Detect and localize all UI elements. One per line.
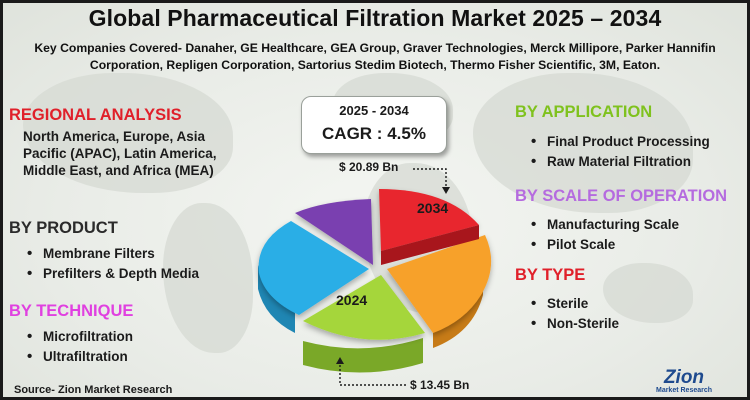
- list-item: Membrane Filters: [23, 244, 199, 264]
- value-2034: $ 20.89 Bn: [339, 160, 399, 174]
- pie-label-2034: 2034: [417, 200, 449, 216]
- list-item: Manufacturing Scale: [527, 215, 679, 235]
- by-application-list: Final Product Processing Raw Material Fi…: [527, 132, 710, 172]
- by-application-heading: BY APPLICATION: [515, 103, 653, 121]
- map-background-north-america: [23, 73, 233, 193]
- pie-slice-blue: [258, 221, 369, 315]
- by-type-list: Sterile Non-Sterile: [527, 294, 619, 334]
- callout-arrow-2024: [336, 357, 344, 364]
- logo-main-text: Zion: [663, 367, 705, 388]
- zion-logo: Zion Market Research: [654, 367, 714, 395]
- market-pie-chart: [258, 168, 492, 386]
- page-title: Global Pharmaceutical Filtration Market …: [88, 5, 662, 31]
- callout-line-2034: [413, 168, 447, 189]
- list-item: Microfiltration: [23, 327, 133, 347]
- list-item: Non-Sterile: [527, 314, 619, 334]
- by-scale-list: Manufacturing Scale Pilot Scale: [527, 215, 679, 255]
- pie-slice-red: [379, 189, 479, 251]
- pie-slice-purple: [295, 199, 373, 265]
- list-item: Raw Material Filtration: [527, 152, 710, 172]
- by-type-heading: BY TYPE: [515, 266, 586, 284]
- regional-analysis-heading: REGIONAL ANALYSIS: [9, 106, 182, 124]
- list-item: Sterile: [527, 294, 619, 314]
- value-2024: $ 13.45 Bn: [410, 378, 470, 392]
- by-product-heading: BY PRODUCT: [9, 219, 118, 237]
- key-companies-text: Key Companies Covered- Danaher, GE Healt…: [34, 41, 716, 72]
- callout-line-2024: [339, 361, 407, 386]
- logo-sub-text: Market Research: [655, 387, 713, 394]
- by-technique-heading: BY TECHNIQUE: [9, 302, 134, 320]
- pie-slice-red-side: [381, 225, 479, 265]
- pie-label-2024: 2024: [336, 292, 368, 308]
- list-item: Ultrafiltration: [23, 347, 133, 367]
- pie-slice-orange-side: [433, 271, 483, 348]
- by-technique-list: Microfiltration Ultrafiltration: [23, 327, 133, 367]
- pie-slice-orange: [387, 235, 492, 333]
- list-item: Pilot Scale: [527, 235, 679, 255]
- pie-slice-green-side: [303, 338, 423, 373]
- list-item: Final Product Processing: [527, 132, 710, 152]
- regional-analysis-text: North America, Europe, Asia Pacific (APA…: [23, 129, 217, 178]
- cagr-years: 2025 - 2034: [339, 103, 409, 118]
- source-text: Source- Zion Market Research: [14, 384, 173, 396]
- cagr-box: 2025 - 2034 CAGR : 4.5%: [301, 96, 447, 154]
- pie-slice-green: [303, 275, 425, 340]
- list-item: Prefilters & Depth Media: [23, 264, 199, 284]
- cagr-value: CAGR : 4.5%: [322, 124, 426, 143]
- by-scale-heading: BY SCALE OF OPERATION: [515, 187, 728, 205]
- callout-arrow-2034: [442, 187, 450, 194]
- by-product-list: Membrane Filters Prefilters & Depth Medi…: [23, 244, 199, 284]
